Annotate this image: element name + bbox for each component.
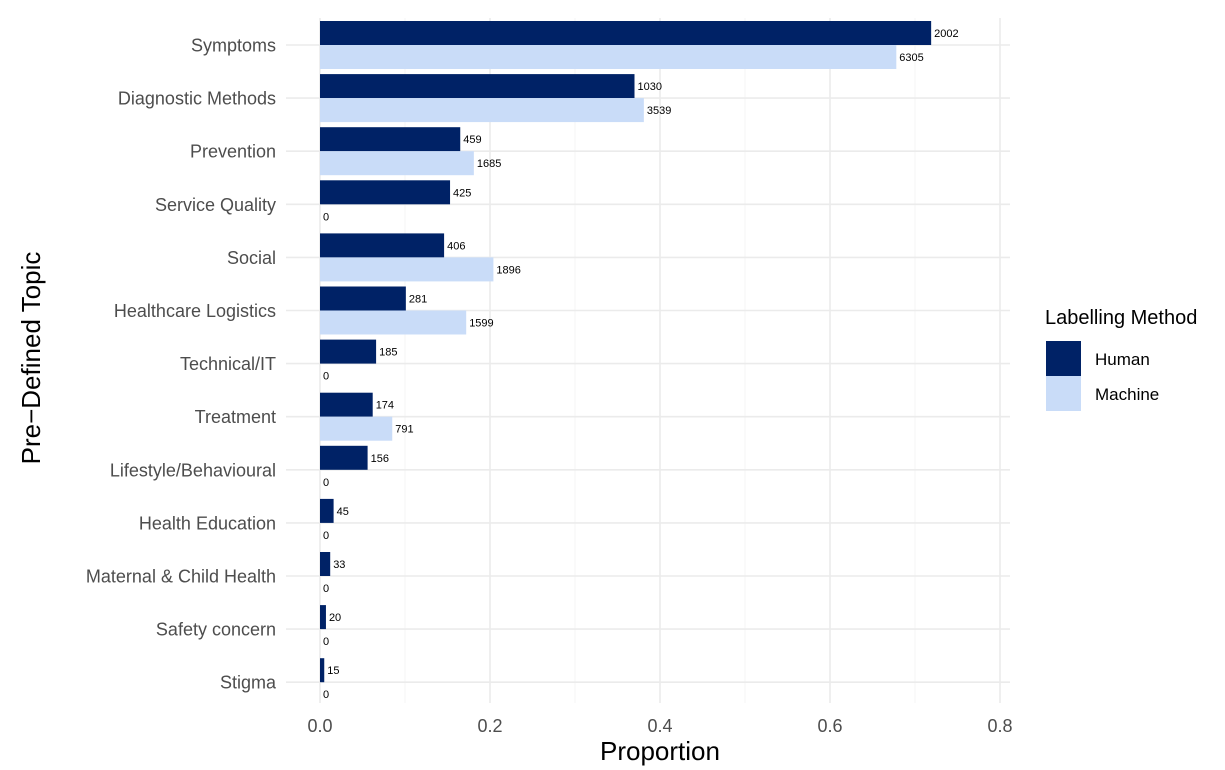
bar-human bbox=[320, 127, 461, 152]
legend-label-human: Human bbox=[1095, 350, 1150, 369]
data-label: 0 bbox=[323, 689, 329, 701]
y-tick-label: Social bbox=[227, 248, 276, 268]
data-label: 791 bbox=[395, 424, 413, 436]
bar-machine bbox=[320, 98, 644, 123]
bar-human bbox=[320, 498, 334, 523]
bar-human bbox=[320, 392, 373, 417]
y-tick-label: Safety concern bbox=[156, 620, 276, 640]
y-tick-label: Symptoms bbox=[191, 36, 276, 56]
data-label: 406 bbox=[447, 240, 465, 252]
data-label: 281 bbox=[409, 294, 427, 306]
bar-machine bbox=[320, 45, 897, 69]
data-label: 1030 bbox=[638, 81, 662, 93]
y-tick-label: Lifestyle/Behavioural bbox=[110, 460, 276, 480]
data-label: 0 bbox=[323, 477, 329, 489]
y-tick-label: Stigma bbox=[220, 673, 277, 693]
data-label: 15 bbox=[327, 665, 339, 677]
legend-key-human bbox=[1046, 341, 1081, 376]
y-tick-label: Service Quality bbox=[155, 195, 276, 215]
data-label: 3539 bbox=[647, 105, 671, 117]
data-label: 0 bbox=[323, 211, 329, 223]
data-label: 1685 bbox=[477, 158, 501, 170]
bar-human bbox=[320, 658, 325, 683]
legend-title: Labelling Method bbox=[1045, 307, 1197, 329]
data-label: 45 bbox=[337, 506, 349, 518]
data-label: 185 bbox=[379, 347, 397, 359]
data-label: 459 bbox=[463, 134, 481, 146]
y-tick-label: Healthcare Logistics bbox=[114, 301, 276, 321]
bar-human bbox=[320, 445, 368, 470]
data-label: 156 bbox=[371, 453, 389, 465]
data-label: 33 bbox=[333, 559, 345, 571]
data-label: 2002 bbox=[934, 28, 958, 40]
bar-machine bbox=[320, 416, 393, 441]
bar-machine bbox=[320, 257, 494, 282]
bar-human bbox=[320, 286, 406, 311]
bar-machine bbox=[320, 151, 474, 176]
data-label: 174 bbox=[376, 400, 394, 412]
legend-key-machine bbox=[1046, 376, 1081, 411]
bar-human bbox=[320, 180, 451, 205]
bar-human bbox=[320, 21, 932, 45]
bar-human bbox=[320, 74, 635, 99]
data-label: 425 bbox=[453, 187, 471, 199]
y-tick-label: Diagnostic Methods bbox=[118, 89, 276, 109]
x-tick-label: 0.6 bbox=[817, 716, 842, 736]
bar-human bbox=[320, 233, 445, 258]
y-tick-label: Health Education bbox=[139, 513, 276, 533]
x-axis-tick-labels: 0.0 0.2 0.4 0.6 0.8 bbox=[307, 716, 1012, 736]
data-label: 6305 bbox=[899, 52, 923, 64]
y-tick-label: Technical/IT bbox=[180, 354, 276, 374]
y-tick-label: Treatment bbox=[195, 407, 276, 427]
data-label: 0 bbox=[323, 636, 329, 648]
x-tick-label: 0.2 bbox=[477, 716, 502, 736]
bar-human bbox=[320, 605, 326, 630]
bars: 2002 1030 459 425 406 281 185 174 156 45 33 20 15 630… bbox=[320, 21, 959, 701]
x-axis-title: Proportion bbox=[600, 736, 720, 766]
bar-human bbox=[320, 552, 331, 576]
y-axis-title: Pre−Defined Topic bbox=[16, 252, 46, 465]
x-tick-label: 0.0 bbox=[307, 716, 332, 736]
legend-label-machine: Machine bbox=[1095, 385, 1159, 404]
y-tick-label: Maternal & Child Health bbox=[86, 567, 276, 587]
data-label: 20 bbox=[329, 612, 341, 624]
data-label: 0 bbox=[323, 530, 329, 542]
bar-human bbox=[320, 339, 377, 364]
y-axis-tick-labels: Symptoms Diagnostic Methods Prevention Serv… bbox=[86, 36, 277, 693]
data-label: 0 bbox=[323, 371, 329, 383]
data-label: 1599 bbox=[469, 318, 493, 330]
data-label: 0 bbox=[323, 583, 329, 595]
data-label: 1896 bbox=[496, 264, 520, 276]
y-tick-label: Prevention bbox=[190, 142, 276, 162]
bar-machine bbox=[320, 310, 467, 335]
legend: Labelling Method Human Machine bbox=[1045, 307, 1197, 411]
x-tick-label: 0.8 bbox=[987, 716, 1012, 736]
x-tick-label: 0.4 bbox=[647, 716, 672, 736]
